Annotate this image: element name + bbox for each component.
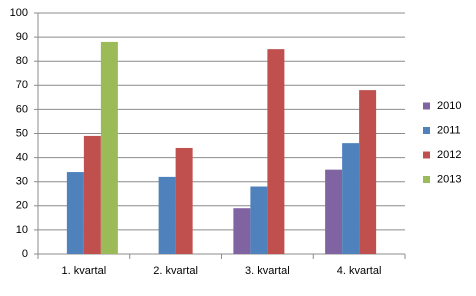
y-tick-label: 40	[16, 152, 28, 164]
x-tick-label: 1. kvartal	[62, 265, 107, 277]
bar	[359, 90, 377, 255]
y-tick-label: 50	[16, 127, 28, 139]
bar	[100, 41, 118, 254]
legend-swatch	[423, 176, 430, 183]
y-tick-label: 60	[16, 103, 28, 115]
y-tick-label: 90	[16, 31, 28, 43]
legend-swatch	[423, 151, 430, 159]
legend-label: 2013	[437, 173, 461, 185]
bar	[158, 176, 176, 254]
bar	[83, 135, 101, 254]
y-tick-label: 10	[16, 224, 28, 236]
legend-swatch	[423, 102, 430, 110]
bar	[175, 147, 193, 254]
bar	[66, 172, 84, 254]
bar	[325, 169, 343, 254]
y-tick-label: 70	[16, 79, 28, 91]
y-tick-label: 0	[22, 248, 28, 260]
y-tick-label: 30	[16, 176, 28, 188]
bar	[233, 208, 251, 254]
x-tick-label: 4. kvartal	[337, 265, 382, 277]
legend-swatch	[423, 127, 430, 134]
legend-label: 2010	[437, 100, 461, 112]
bar	[267, 49, 285, 255]
x-tick-label: 2. kvartal	[153, 265, 198, 277]
y-tick-label: 100	[10, 7, 28, 19]
bar	[250, 186, 268, 254]
legend-label: 2011	[437, 124, 461, 136]
y-tick-label: 80	[16, 55, 28, 67]
legend-label: 2012	[437, 149, 461, 161]
y-tick-label: 20	[16, 200, 28, 212]
bar	[342, 143, 360, 254]
x-tick-label: 3. kvartal	[245, 265, 290, 277]
